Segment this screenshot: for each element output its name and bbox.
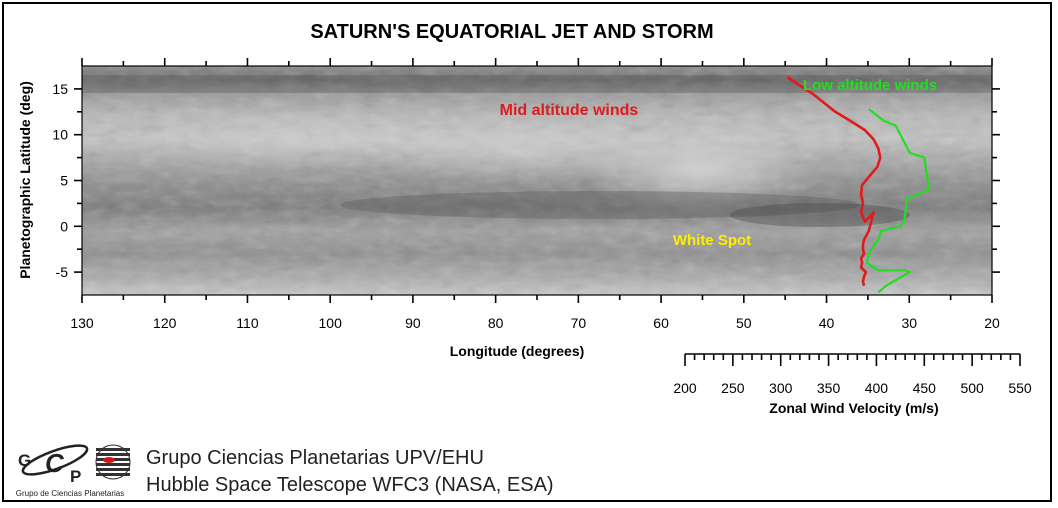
x-axis: 130 120 110 100 90 80 70 60 50 40 30 20 <box>70 58 1000 331</box>
legend-mid-altitude: Mid altitude winds <box>500 102 639 119</box>
x-tick-label: 50 <box>736 315 752 331</box>
velocity-tick-label: 350 <box>817 380 841 396</box>
x-tick-label: 100 <box>319 315 343 331</box>
legend-low-altitude: Low altitude winds <box>803 77 937 94</box>
series-group <box>786 75 931 294</box>
y-axis-label: Planetographic Latitude (deg) <box>17 81 33 279</box>
y-tick-label: 0 <box>60 218 68 234</box>
planet-image <box>82 66 992 295</box>
series-clip <box>786 75 931 294</box>
velocity-tick-label: 250 <box>721 380 745 396</box>
logo-ring-icon <box>21 444 89 476</box>
velocity-axis: 200 250 300 350 400 450 500 550 <box>673 353 1032 396</box>
mid-altitude-winds-line <box>786 75 882 287</box>
credit-line-1: Grupo Ciencias Planetarias UPV/EHU <box>146 447 484 469</box>
x-tick-label: 70 <box>571 315 587 331</box>
velocity-tick-label: 450 <box>913 380 937 396</box>
logo-letter-p: P <box>70 467 81 486</box>
y-tick-label: -5 <box>56 264 69 280</box>
gcp-logo: G C P Grupo de Ciencias Planetarias <box>16 444 131 498</box>
y-tick-label: 10 <box>52 127 68 143</box>
great-spot-icon <box>103 457 115 463</box>
low-altitude-winds-line <box>865 108 931 294</box>
white-spot-annotation: White Spot <box>673 232 751 249</box>
velocity-tick-label: 550 <box>1008 380 1032 396</box>
x-tick-label: 110 <box>236 315 259 331</box>
chart-title: SATURN'S EQUATORIAL JET AND STORM <box>310 21 713 43</box>
x-tick-label: 80 <box>488 315 504 331</box>
x-tick-label: 120 <box>153 315 177 331</box>
x-tick-label: 40 <box>819 315 835 331</box>
x-tick-label: 90 <box>405 315 421 331</box>
velocity-axis-label: Zonal Wind Velocity (m/s) <box>769 400 938 416</box>
y-axis: 15 10 5 0 -5 <box>52 81 1000 280</box>
velocity-tick-label: 300 <box>769 380 793 396</box>
x-tick-label: 60 <box>653 315 669 331</box>
x-axis-label: Longitude (degrees) <box>450 343 585 359</box>
x-tick-label: 20 <box>984 315 1000 331</box>
logo-caption: Grupo de Ciencias Planetarias <box>16 489 125 498</box>
y-tick-label: 15 <box>52 81 68 97</box>
velocity-tick-label: 400 <box>865 380 889 396</box>
y-tick-label: 5 <box>60 173 68 189</box>
credit-line-2: Hubble Space Telescope WFC3 (NASA, ESA) <box>146 474 554 496</box>
velocity-tick-label: 200 <box>673 380 697 396</box>
x-tick-label: 130 <box>70 315 94 331</box>
x-tick-label: 30 <box>901 315 917 331</box>
velocity-tick-label: 500 <box>960 380 984 396</box>
